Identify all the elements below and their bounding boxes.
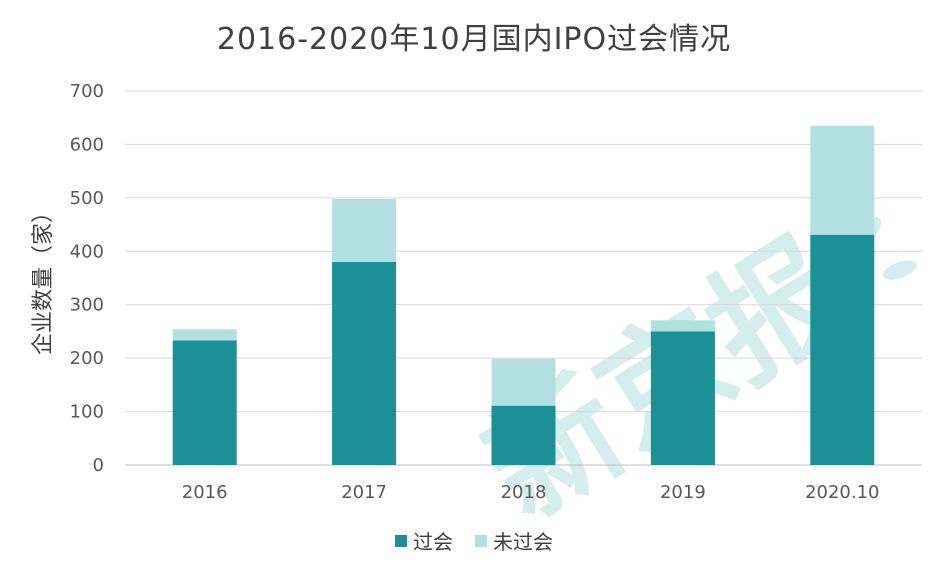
bar-not-passed-2019 <box>650 320 715 332</box>
bar-passed-2016 <box>172 340 237 465</box>
watermark-leaf-2 <box>882 260 918 280</box>
chart-title: 2016-2020年10月国内IPO过会情况 <box>216 22 732 57</box>
y-tick-label: 500 <box>70 188 104 209</box>
x-tick-label: 2017 <box>341 482 387 503</box>
legend-label: 过会 <box>413 530 453 554</box>
y-axis-label: 企业数量（家） <box>31 201 56 355</box>
bar-passed-2017 <box>332 261 397 465</box>
bar-passed-2020.10 <box>810 234 875 465</box>
legend: 过会 未过会 <box>0 526 948 555</box>
legend-item: 未过会 <box>475 526 553 555</box>
x-tick-label: 2019 <box>660 482 706 503</box>
y-tick-label: 0 <box>93 455 104 476</box>
x-tick-label: 2020.10 <box>805 482 879 503</box>
bar-not-passed-2017 <box>332 198 397 262</box>
y-tick-label: 400 <box>70 241 104 262</box>
legend-label: 未过会 <box>493 530 553 554</box>
legend-swatch <box>475 534 487 547</box>
legend-item: 过会 <box>395 526 453 555</box>
x-axis-ticks: 2016 2017 2018 2019 2020.10 <box>182 482 880 503</box>
x-tick-label: 2018 <box>501 482 547 503</box>
bar-passed-2019 <box>650 331 715 465</box>
bar-passed-2018 <box>491 405 556 465</box>
bars <box>172 125 875 465</box>
y-tick-label: 100 <box>70 402 104 423</box>
bar-not-passed-2016 <box>172 329 237 341</box>
bar-not-passed-2018 <box>491 358 556 406</box>
y-tick-label: 700 <box>70 81 104 102</box>
legend-swatch <box>395 534 407 547</box>
y-axis-ticks: 0 100 200 300 400 500 600 700 <box>70 81 104 476</box>
x-tick-label: 2016 <box>182 482 228 503</box>
y-tick-label: 200 <box>70 348 104 369</box>
y-tick-label: 300 <box>70 295 104 316</box>
bar-not-passed-2020.10 <box>810 125 875 235</box>
y-tick-label: 600 <box>70 134 104 155</box>
